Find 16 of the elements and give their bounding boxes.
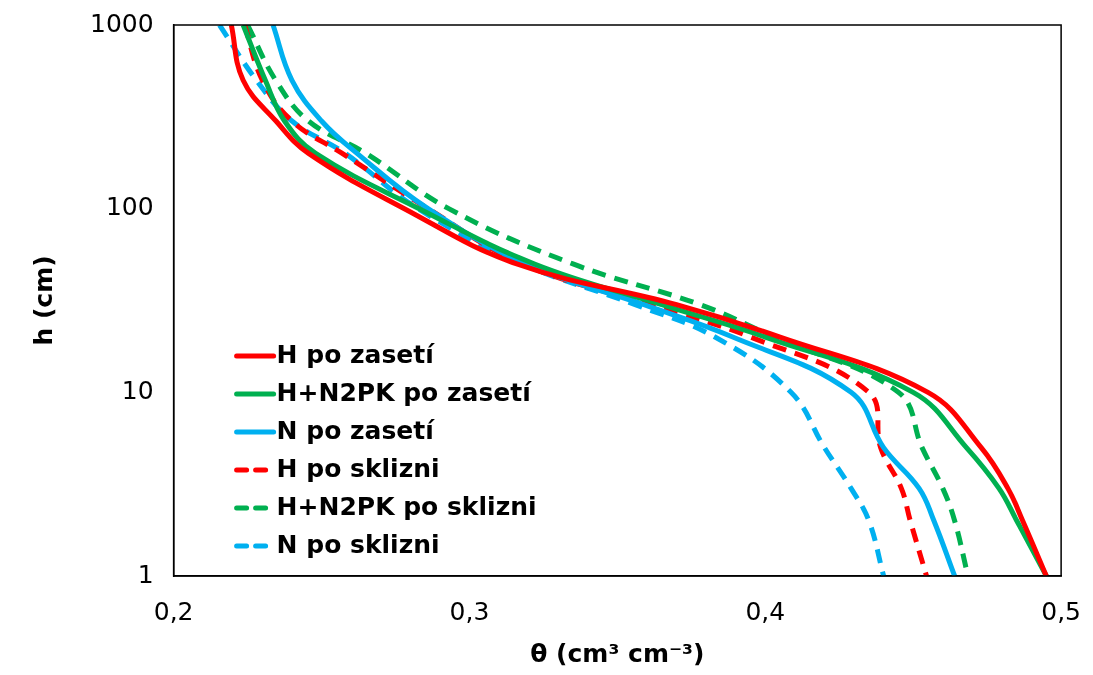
legend-label: H po zasetí [276,339,436,369]
y-tick-label: 10 [121,375,154,405]
legend-label: N po sklizni [276,529,440,559]
x-tick-label: 0,4 [745,596,786,626]
y-tick-label: 100 [105,192,154,222]
legend-label: N po zasetí [276,415,436,445]
legend-label: H po sklizni [276,453,440,483]
x-tick-label: 0,2 [153,596,194,626]
y-tick-label: 1000 [90,8,154,38]
y-tick-label: 1 [137,559,154,589]
x-tick-label: 0,5 [1041,596,1081,626]
x-axis-title: θ (cm³ cm⁻³) [530,638,705,668]
legend-label: H+N2PK po zasetí [276,377,533,407]
legend-label: H+N2PK po sklizni [276,491,537,521]
y-axis-title: h (cm) [28,255,58,346]
x-tick-label: 0,3 [449,596,490,626]
